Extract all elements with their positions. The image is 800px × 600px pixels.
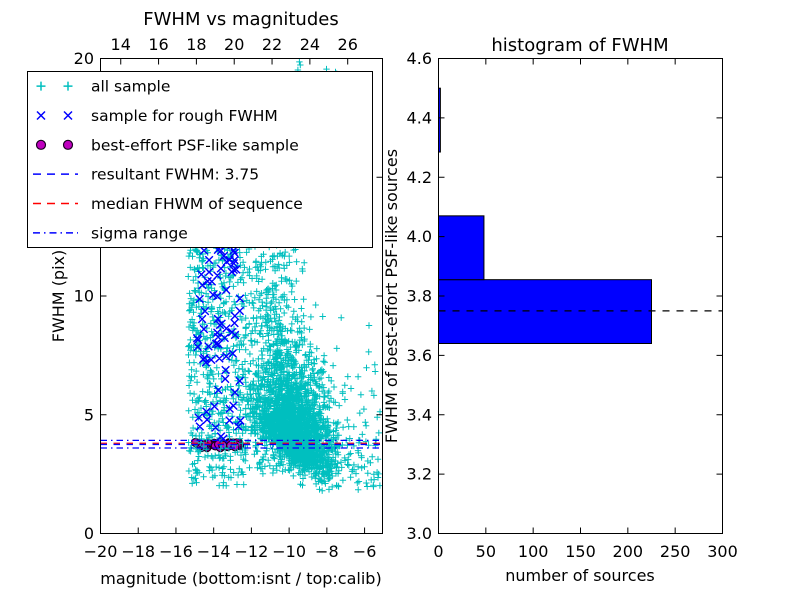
- tick-label: 3.6: [407, 346, 432, 365]
- legend-entry-label: sample for rough FWHM: [91, 107, 278, 125]
- tick-label: 3.2: [407, 465, 432, 484]
- legend-entry-label: all sample: [91, 78, 170, 96]
- tick-label: 14: [111, 35, 131, 54]
- left-xaxis-label: magnitude (bottom:isnt / top:calib): [100, 569, 381, 588]
- legend-entry-label: resultant FWHM: 3.75: [91, 166, 259, 184]
- tick-label: −6: [353, 542, 377, 561]
- reference-lines-layer: [100, 439, 383, 449]
- tick-label: −16: [159, 542, 193, 561]
- circle-marker-icon: [62, 139, 74, 150]
- legend-entry: sample for rough FWHM: [36, 107, 278, 125]
- circle-marker-icon: [35, 139, 47, 150]
- legend-entry-label: median FHWM of sequence: [91, 195, 303, 213]
- tick-label: 50: [476, 542, 496, 561]
- right-plot-title: histogram of FWHM: [491, 35, 668, 56]
- plus-marker-icon: [36, 81, 46, 91]
- legend-entry: all sample: [36, 78, 170, 96]
- tick-label: 4.6: [407, 49, 432, 68]
- x-marker-icon: [36, 110, 46, 121]
- tick-label: 10: [74, 287, 94, 306]
- tick-label: 3.4: [407, 405, 432, 424]
- histogram-bar: [438, 87, 441, 153]
- right-yaxis-label: FWHM of best-effort PSF-like sources: [382, 149, 401, 443]
- legend-entry: median FHWM of sequence: [33, 195, 303, 213]
- tick-label: −20: [84, 542, 118, 561]
- tick-label: 26: [338, 35, 358, 54]
- legend-entry: best-effort PSF-like sample: [35, 136, 299, 154]
- left-plot-title: FWHM vs magnitudes: [143, 9, 338, 30]
- tick-label: 4.0: [407, 227, 432, 246]
- tick-label: 18: [186, 35, 206, 54]
- tick-label: 0: [84, 524, 94, 543]
- tick-label: 24: [300, 35, 320, 54]
- left-yaxis-label: FWHM (pix): [49, 250, 68, 343]
- scatter-all-sample: [185, 58, 383, 494]
- tick-label: 20: [224, 35, 244, 54]
- legend-box: [27, 71, 373, 248]
- tick-label: 20: [74, 49, 94, 68]
- legend: all sample sample for rough FWHM best-effo…: [27, 71, 373, 248]
- tick-label: 4.4: [407, 108, 432, 127]
- tick-label: −8: [315, 542, 339, 561]
- scatter-rough-fwhm-sample: [192, 236, 245, 443]
- tick-label: 200: [613, 542, 644, 561]
- right-xaxis-label: number of sources: [505, 566, 655, 585]
- plus-marker-icon: [63, 81, 73, 91]
- legend-entry-label: sigma range: [91, 224, 188, 242]
- tick-label: −18: [121, 542, 155, 561]
- tick-label: 16: [148, 35, 168, 54]
- x-marker-icon: [63, 110, 73, 121]
- histogram-bars-layer: [438, 87, 723, 344]
- tick-label: 3.0: [407, 524, 432, 543]
- tick-label: 250: [660, 542, 691, 561]
- legend-entry: resultant FWHM: 3.75: [33, 166, 259, 184]
- tick-label: 0: [433, 542, 443, 561]
- tick-label: 4.2: [407, 168, 432, 187]
- tick-label: −12: [235, 542, 269, 561]
- tick-label: 300: [707, 542, 738, 561]
- tick-label: 22: [262, 35, 282, 54]
- tick-label: −14: [197, 542, 231, 561]
- axes-layer: −20 −18 −16 −14 −12 −10 −8 −6 14 16 18 20 22 24 26 0 5 10…: [74, 35, 738, 561]
- tick-label: −10: [272, 542, 306, 561]
- histogram-bar: [438, 215, 485, 281]
- tick-label: 100: [518, 542, 549, 561]
- histogram-bar: [438, 279, 652, 344]
- tick-label: 150: [565, 542, 596, 561]
- tick-label: 3.8: [407, 287, 432, 306]
- legend-entry-label: best-effort PSF-like sample: [91, 136, 299, 154]
- legend-entry: sigma range: [33, 224, 188, 242]
- tick-label: 5: [84, 405, 94, 424]
